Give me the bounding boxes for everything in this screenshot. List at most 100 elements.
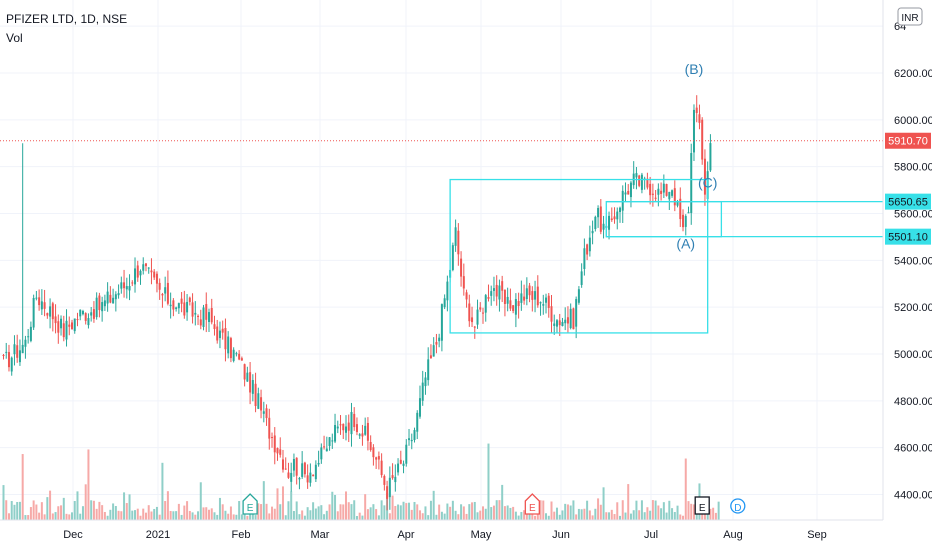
symbol-header[interactable]: PFIZER LTD, 1D, NSE bbox=[6, 12, 128, 26]
candle-body bbox=[125, 286, 128, 290]
candle-body bbox=[323, 446, 326, 448]
volume-bar bbox=[199, 482, 202, 520]
volume-bar bbox=[292, 510, 295, 520]
volume-bar bbox=[638, 510, 641, 520]
candle-body bbox=[334, 425, 337, 442]
event-marker[interactable]: E bbox=[694, 496, 710, 515]
event-marker-label: E bbox=[529, 503, 536, 514]
volume-bar bbox=[218, 497, 221, 520]
candle-body bbox=[238, 353, 241, 360]
candle-body bbox=[446, 281, 449, 301]
volume-bar bbox=[169, 510, 172, 520]
volume-bar bbox=[312, 502, 315, 520]
candle-body bbox=[265, 408, 268, 419]
volume-bar bbox=[197, 511, 200, 520]
volume-bar bbox=[654, 500, 657, 520]
candle-body bbox=[361, 433, 364, 437]
candle-body bbox=[383, 476, 386, 485]
volume-bar bbox=[613, 514, 616, 520]
candle-body bbox=[397, 463, 400, 473]
volume-bar bbox=[673, 511, 676, 520]
candle-body bbox=[528, 285, 531, 296]
volume-bar bbox=[38, 512, 41, 520]
volume-label[interactable]: Vol bbox=[6, 31, 23, 45]
wave-label[interactable]: (C) bbox=[698, 175, 717, 191]
volume-bar bbox=[629, 513, 632, 520]
candle-body bbox=[164, 287, 167, 294]
event-marker[interactable]: D bbox=[730, 498, 746, 514]
candle-body bbox=[684, 216, 687, 227]
candle-body bbox=[147, 267, 150, 269]
volume-bar bbox=[473, 501, 476, 520]
candle-body bbox=[520, 293, 523, 303]
volume-bar bbox=[325, 510, 328, 520]
candle-body bbox=[84, 313, 87, 321]
wave-label[interactable]: (B) bbox=[685, 61, 704, 77]
candle-body bbox=[51, 303, 54, 320]
wave-label[interactable]: (A) bbox=[676, 236, 695, 252]
candle-body bbox=[621, 190, 624, 211]
candle-body bbox=[657, 188, 660, 195]
volume-bar bbox=[580, 509, 583, 520]
volume-bar bbox=[2, 485, 5, 520]
candle-body bbox=[312, 475, 315, 477]
volume-bar bbox=[271, 506, 274, 520]
candle-body bbox=[701, 119, 704, 160]
candle-body bbox=[271, 437, 274, 439]
volume-bar bbox=[103, 511, 106, 520]
volume-bar bbox=[227, 513, 230, 520]
volume-bar bbox=[586, 500, 589, 520]
candle-body bbox=[180, 298, 183, 304]
volume-bar bbox=[71, 512, 73, 520]
rectangle-drawing[interactable] bbox=[449, 178, 709, 334]
volume-bar bbox=[610, 509, 613, 520]
volume-bar bbox=[106, 515, 109, 520]
volume-bar bbox=[16, 501, 19, 520]
candle-body bbox=[553, 323, 556, 326]
grid bbox=[0, 0, 883, 520]
candle-body bbox=[218, 330, 221, 339]
volume-bar bbox=[476, 512, 479, 520]
candle-body bbox=[619, 207, 621, 213]
candle-body bbox=[627, 190, 630, 195]
y-tick-label: 5800.00 bbox=[894, 162, 932, 174]
volume-bar bbox=[257, 503, 260, 520]
volume-bar bbox=[139, 515, 142, 520]
volume-bar bbox=[572, 500, 575, 520]
event-marker[interactable]: E bbox=[242, 493, 258, 515]
candle-body bbox=[662, 183, 665, 193]
candle-body bbox=[591, 230, 594, 234]
candle-body bbox=[120, 282, 123, 289]
candle-body bbox=[454, 227, 457, 246]
volume-bar bbox=[410, 509, 413, 520]
candle-body bbox=[128, 286, 131, 291]
event-marker[interactable]: E bbox=[524, 493, 540, 515]
candle-body bbox=[306, 475, 309, 483]
candle-body bbox=[654, 197, 657, 199]
candle-body bbox=[18, 350, 21, 363]
candle-body bbox=[427, 359, 430, 381]
time-axis-panel[interactable] bbox=[0, 520, 883, 550]
volume-bar bbox=[646, 507, 649, 520]
candle-body bbox=[358, 434, 361, 436]
volume-bar bbox=[92, 500, 95, 520]
volume-bar bbox=[676, 505, 679, 520]
volume-bar bbox=[391, 495, 394, 520]
volume-bar bbox=[158, 514, 161, 520]
candle-body bbox=[191, 302, 194, 317]
price-axis-panel[interactable] bbox=[883, 0, 932, 520]
x-tick-label: Jun bbox=[552, 529, 570, 541]
currency-badge-box[interactable] bbox=[897, 7, 923, 26]
volume-bar bbox=[43, 514, 46, 520]
volume-bar bbox=[114, 506, 117, 520]
candle-body bbox=[260, 397, 263, 411]
candle-body bbox=[301, 463, 304, 477]
volume-bar bbox=[462, 506, 465, 520]
candle-body bbox=[564, 319, 567, 324]
volume-bar bbox=[714, 512, 717, 520]
volume-bar bbox=[397, 504, 400, 520]
candle-body bbox=[534, 291, 537, 300]
volume-bar bbox=[506, 505, 509, 520]
candle-body bbox=[81, 311, 84, 315]
